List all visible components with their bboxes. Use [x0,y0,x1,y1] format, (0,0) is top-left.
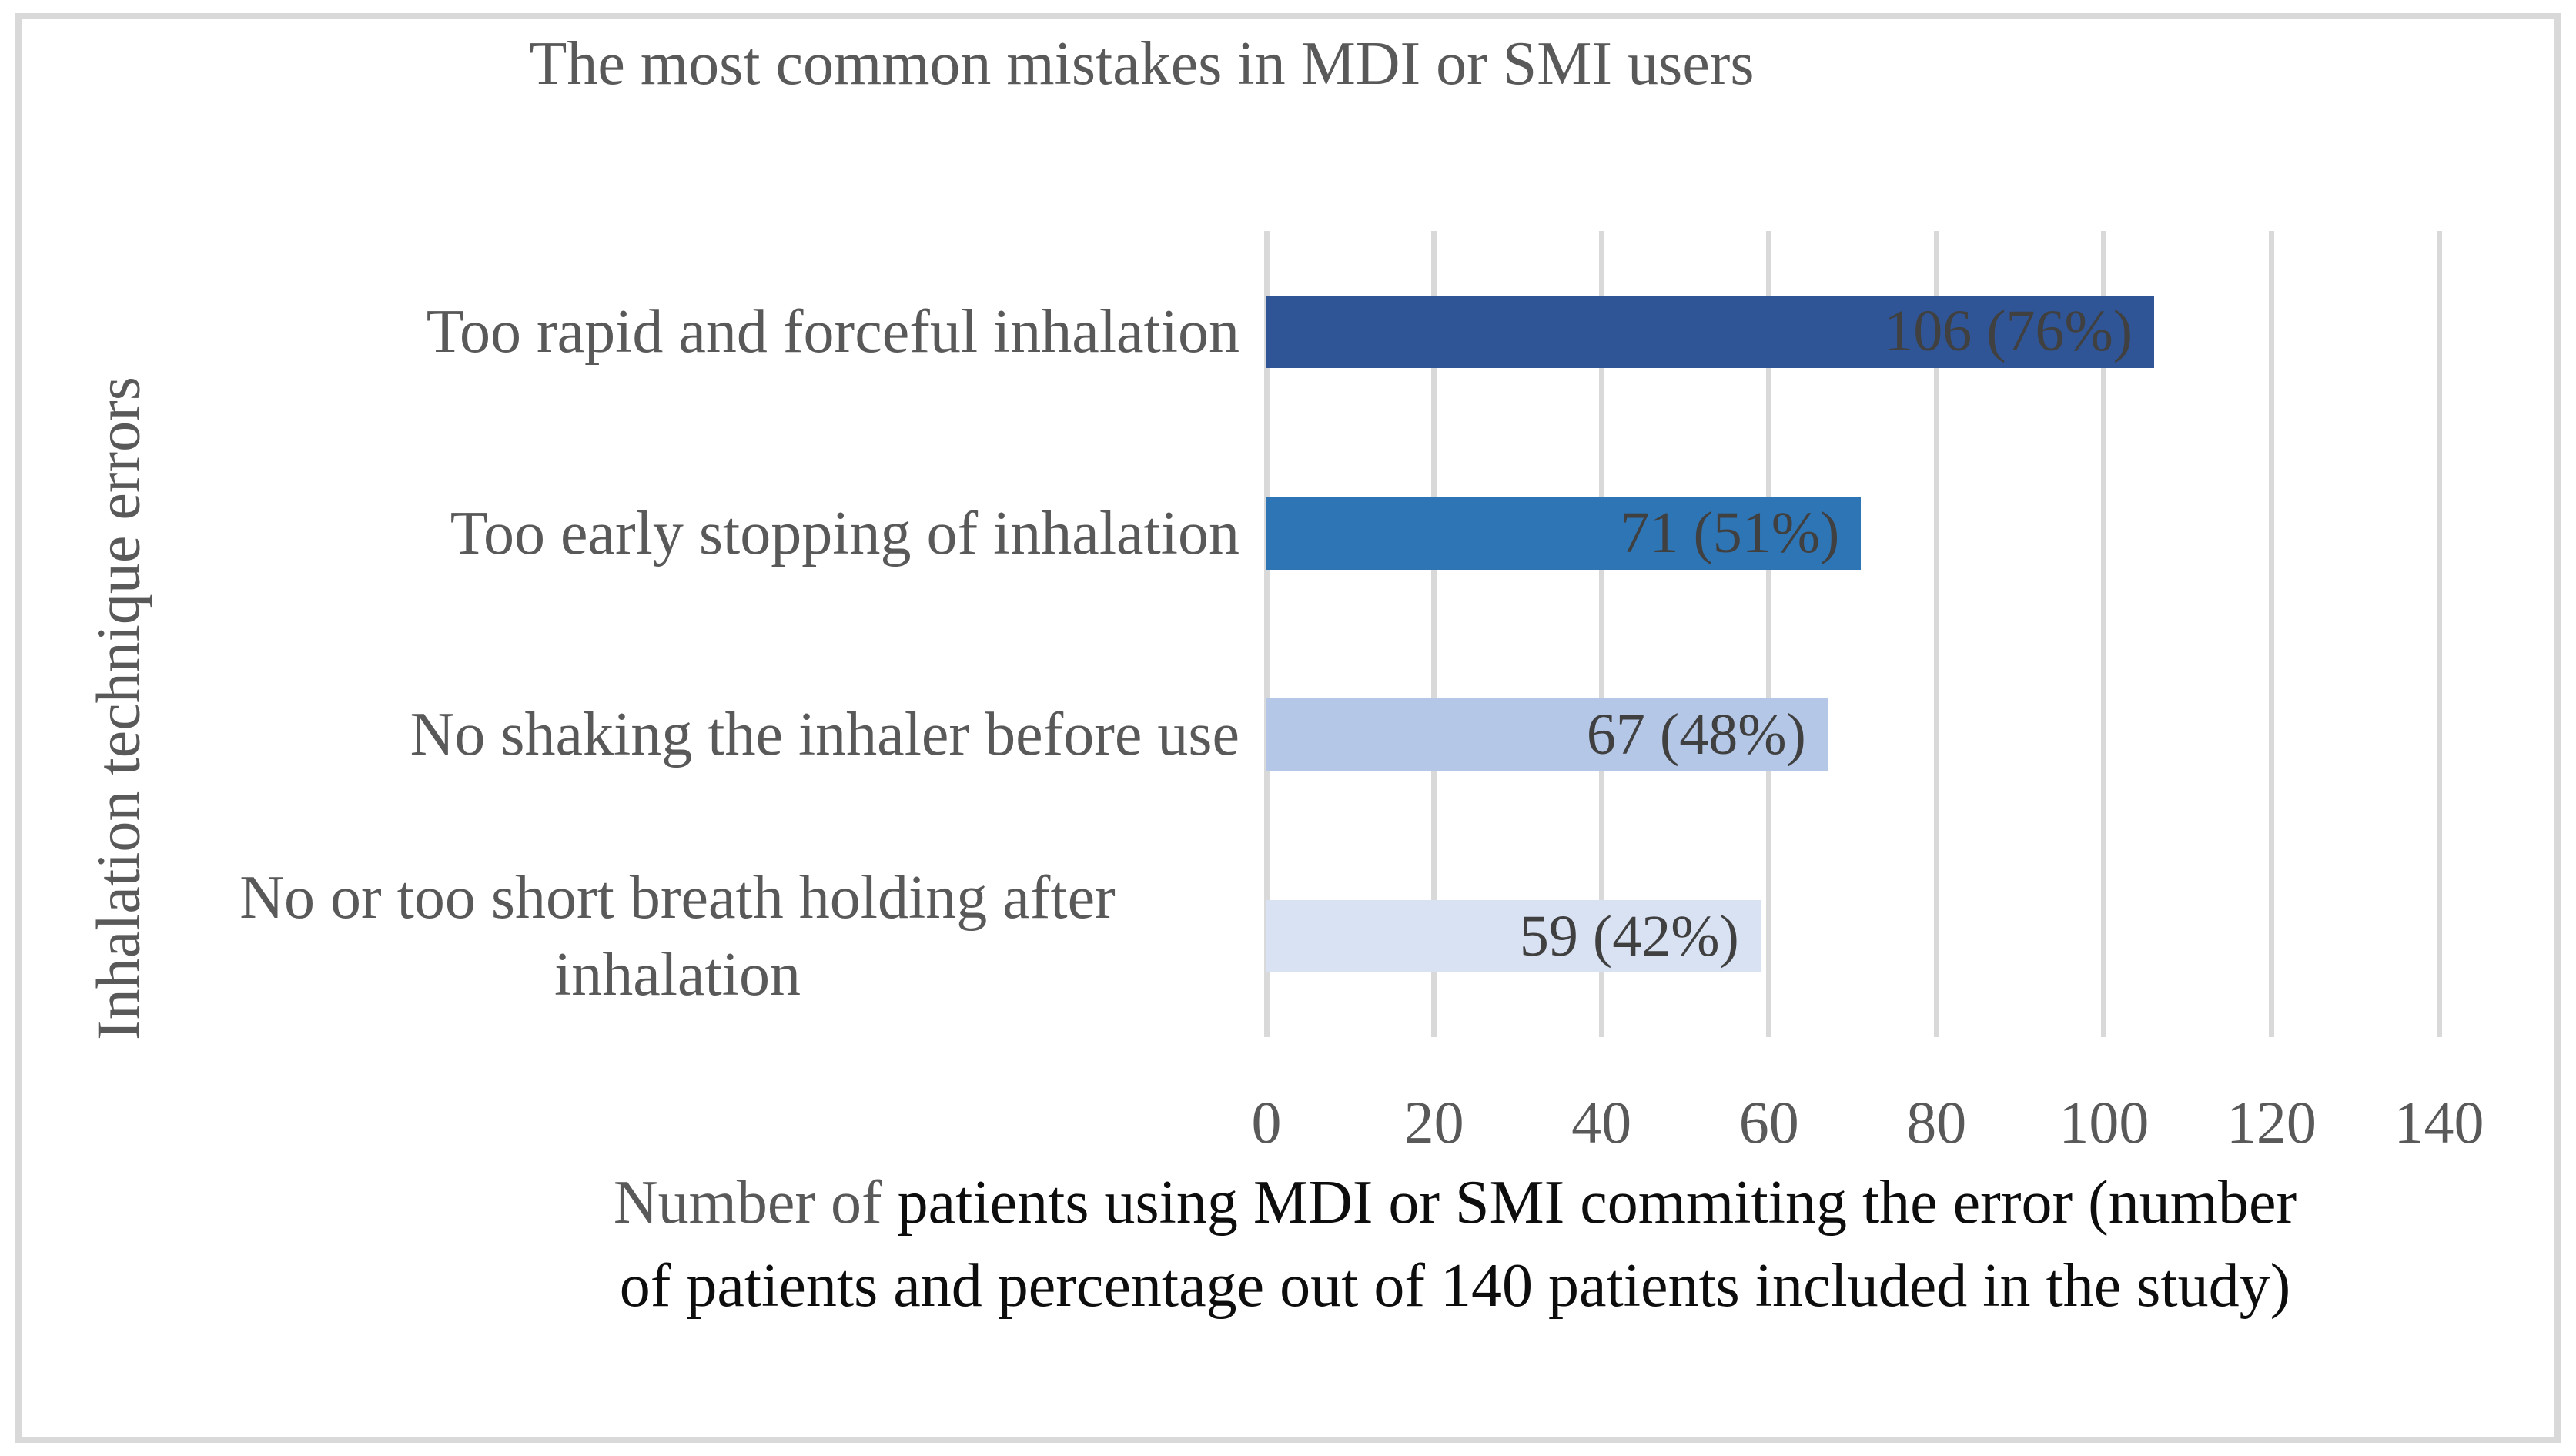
x-axis-tick-labels: 0 20 40 60 80 100 120 140 [1252,1088,2484,1165]
figure-border [15,13,2561,1443]
category-label: No or too short breath holding after inh… [239,864,1116,1009]
category-row: No or too short breath holding after inh… [92,835,1239,1037]
chart-title: The most common mistakes in MDI or SMI u… [529,30,1755,98]
gridline [1933,231,1939,1037]
x-tick-label: 20 [1403,1089,1464,1156]
x-tick-label: 100 [2059,1089,2149,1156]
category-row: No shaking the inhaler before use [92,634,1239,836]
x-axis-title-line1: Number of patients using MDI or SMI comm… [439,1161,2471,1244]
gridline [1766,231,1772,1037]
x-tick-label: 120 [2226,1089,2317,1156]
x-axis-title: Number of patients using MDI or SMI comm… [439,1161,2471,1327]
x-axis-title-black-part: patients using MDI or SMI commiting the … [897,1169,2297,1237]
bar: 59 (42%) [1266,900,1761,973]
x-tick-label: 0 [1251,1089,1282,1156]
category-label: Too early stopping of inhalation [450,499,1239,567]
x-tick-label: 60 [1738,1089,1799,1156]
x-tick-label: 140 [2394,1089,2484,1156]
gridline [2101,231,2107,1037]
bar-value-label: 59 (42%) [1519,903,1739,969]
gridline [1263,231,1270,1037]
bar-value-label: 106 (76%) [1884,299,2133,364]
gridline [2268,231,2274,1037]
bar-value-label: 71 (51%) [1620,500,1840,566]
bar: 106 (76%) [1266,295,2155,368]
category-label: No shaking the inhaler before use [410,701,1239,769]
category-axis-labels: Too rapid and forceful inhalation Too ear… [92,231,1239,1037]
category-label: Too rapid and forceful inhalation [426,297,1239,366]
x-tick-label: 40 [1571,1089,1632,1156]
gridline [1598,231,1604,1037]
gridline [2436,231,2442,1037]
x-axis-title-gray-part: Number of [613,1169,898,1237]
bar-value-label: 67 (48%) [1586,701,1806,767]
category-row: Too rapid and forceful inhalation [92,231,1239,433]
plot-area: 106 (76%) 71 (51%) 67 (48%) 59 (42%) [1263,231,2442,1037]
category-row: Too early stopping of inhalation [92,433,1239,634]
bar: 71 (51%) [1266,497,1862,570]
bar: 67 (48%) [1266,698,1828,772]
x-axis-title-line2: of patients and percentage out of 140 pa… [619,1252,2291,1320]
x-tick-label: 80 [1906,1089,1967,1156]
gridline [1431,231,1437,1037]
